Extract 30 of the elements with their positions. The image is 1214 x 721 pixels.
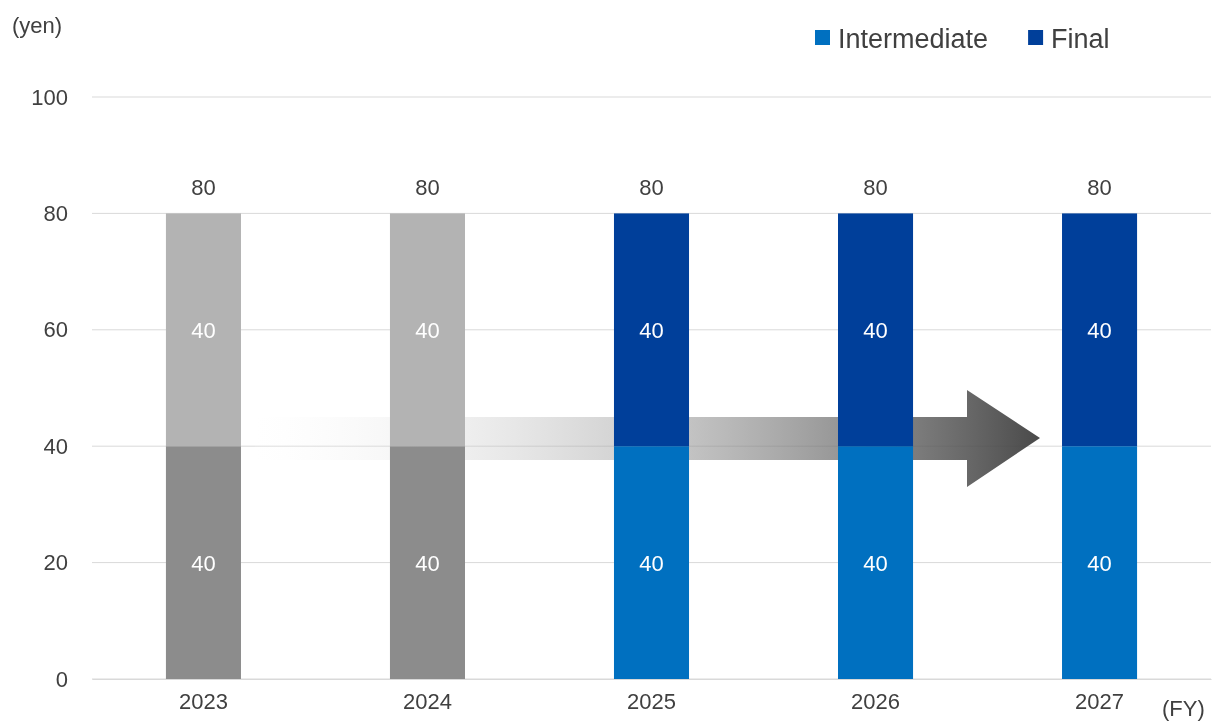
total-label: 80	[1087, 175, 1112, 201]
x-tick-label: 2023	[178, 688, 228, 714]
total-label: 80	[191, 175, 216, 201]
data-label: 40	[1087, 550, 1112, 576]
x-tick-label: 2025	[627, 688, 676, 714]
data-label: 40	[863, 317, 888, 343]
y-tick-label: 0	[55, 666, 68, 692]
data-label: 40	[191, 550, 216, 576]
y-tick-label: 80	[43, 200, 68, 226]
x-tick-label: 2024	[403, 688, 452, 714]
data-label: 40	[1087, 317, 1112, 343]
legend-label: Intermediate	[838, 24, 989, 54]
total-label: 80	[863, 175, 888, 201]
data-label: 40	[415, 550, 440, 576]
data-label: 40	[639, 317, 664, 343]
x-tick-label: 2026	[851, 688, 900, 714]
y-tick-label: 100	[31, 84, 68, 110]
data-label: 40	[191, 317, 216, 343]
data-label: 40	[415, 317, 440, 343]
x-tick-label: 2027	[1075, 688, 1125, 714]
data-label: 40	[639, 550, 664, 576]
y-tick-label: 20	[43, 550, 68, 576]
y-tick-label: 40	[43, 433, 68, 459]
total-label: 80	[415, 175, 440, 201]
data-label: 40	[863, 550, 888, 576]
legend-label: Final	[1051, 24, 1110, 54]
total-label: 80	[639, 175, 664, 201]
x-axis-title: (FY)	[1162, 696, 1205, 721]
y-tick-label: 60	[43, 317, 68, 343]
y-axis-title: (yen)	[12, 13, 63, 38]
